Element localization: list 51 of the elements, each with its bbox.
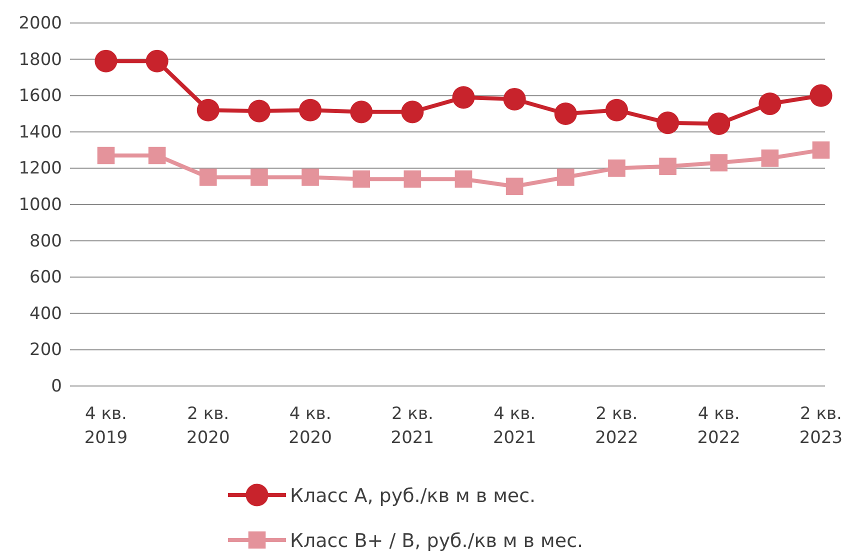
x-tick-label: 2 кв. 2023 — [799, 404, 843, 448]
legend-label: Класс А, руб./кв м в мес. — [290, 485, 536, 507]
y-tick-label: 600 — [30, 268, 62, 288]
point — [97, 146, 115, 164]
point — [758, 92, 782, 116]
legend-label: Класс В+ / В, руб./кв м в мес. — [290, 530, 584, 552]
point — [196, 98, 220, 122]
x-tick-label: 2 кв. 2020 — [186, 404, 230, 448]
point — [608, 160, 626, 177]
point — [199, 168, 217, 186]
y-tick-label: 200 — [30, 340, 62, 360]
y-tick-label: 1800 — [18, 50, 62, 70]
point — [250, 168, 268, 186]
point — [401, 100, 424, 124]
y-tick-label: 2000 — [18, 13, 62, 34]
x-tick-label: 4 кв. 2021 — [492, 404, 536, 448]
point — [454, 170, 472, 188]
x-tick-label: 4 кв. 2022 — [697, 404, 740, 448]
point — [302, 168, 319, 186]
y-tick-label: 1400 — [18, 122, 62, 142]
y-tick-label: 1200 — [18, 158, 62, 179]
point — [812, 141, 830, 159]
point — [659, 158, 676, 176]
y-tick-label: 1600 — [18, 86, 62, 106]
point — [299, 98, 322, 122]
point — [248, 100, 270, 122]
y-tick-label: 800 — [30, 231, 62, 252]
point — [350, 100, 373, 124]
point — [656, 112, 680, 134]
y-tick-label: 1000 — [18, 194, 62, 215]
point — [810, 84, 832, 107]
point — [605, 98, 628, 122]
point — [503, 88, 526, 110]
point — [710, 154, 728, 172]
point — [146, 50, 168, 72]
x-tick-label: 4 кв. 2020 — [288, 404, 332, 448]
x-tick-label: 2 кв. 2021 — [390, 404, 434, 448]
point — [556, 168, 574, 186]
point — [352, 170, 370, 188]
x-tick-label: 4 кв. 2019 — [84, 404, 128, 448]
point — [708, 112, 730, 135]
point — [452, 86, 475, 109]
point — [404, 170, 422, 188]
point — [506, 178, 524, 196]
x-tick-label: 2 кв. 2022 — [595, 404, 638, 448]
point — [554, 102, 577, 126]
point — [94, 50, 118, 72]
point — [148, 146, 166, 164]
y-tick-label: 0 — [51, 376, 62, 396]
point — [761, 150, 779, 167]
y-tick-label: 400 — [30, 304, 62, 324]
